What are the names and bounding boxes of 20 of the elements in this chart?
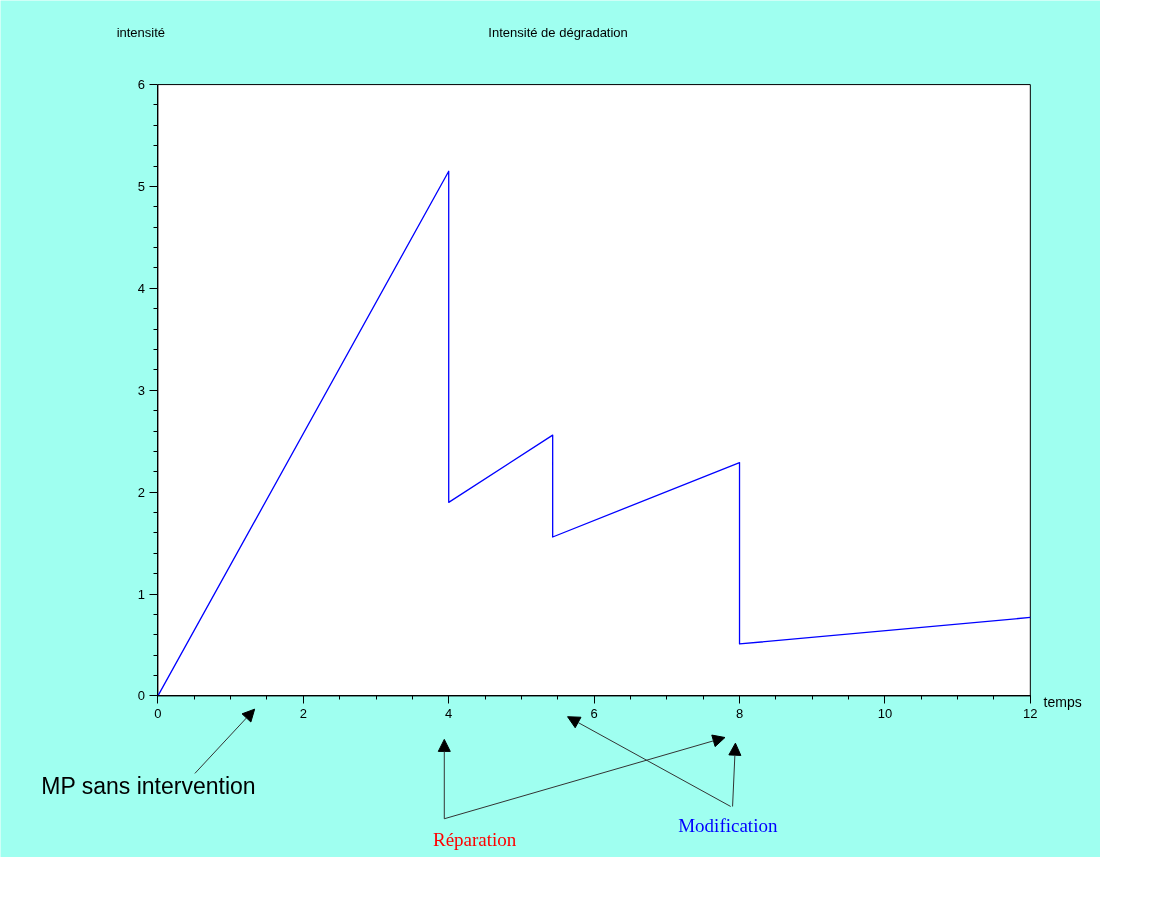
y-tick-label: 4 [137,280,145,296]
chart-title: Intensité de dégradation [488,25,628,41]
y-axis-title: intensité [116,25,166,41]
text: Réparation [432,829,517,851]
y-tick-label: 0 [137,688,145,704]
text: MP sans intervention [41,772,256,799]
x-tick-label: 2 [299,705,307,721]
text: Modification [678,814,778,836]
y-tick-label: 1 [137,586,145,602]
x-tick-label: 6 [590,705,598,721]
x-tick-label: 12 [1023,705,1038,721]
y-tick-label: 6 [137,77,145,93]
x-tick-label: 8 [735,705,744,721]
x-tick-label: 0 [154,705,162,721]
y-tick-label: 3 [137,382,145,398]
x-tick-label: 4 [445,705,453,721]
y-tick-label: 2 [137,484,145,500]
x-tick-label: 10 [877,705,893,721]
y-tick-label: 5 [137,178,145,194]
x-axis-title: temps [1043,693,1082,710]
